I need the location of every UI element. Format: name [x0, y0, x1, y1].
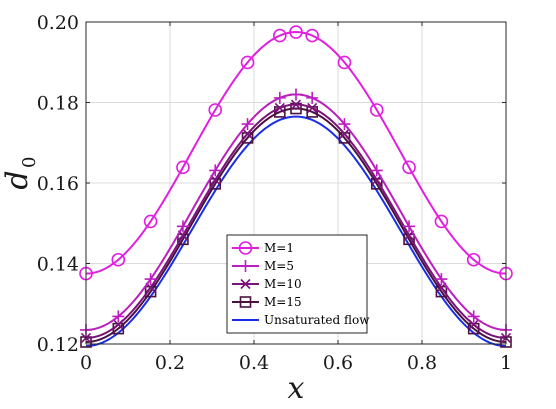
data-point-m-10 — [242, 128, 253, 139]
data-point-m-1 — [176, 160, 190, 175]
y-tick-label: 0.12 — [37, 334, 79, 356]
data-point-m-1 — [273, 28, 287, 43]
x-tick-label: 0.2 — [155, 352, 185, 374]
series-line-m-15 — [85, 107, 507, 343]
data-point-m-1 — [240, 55, 255, 70]
data-point-m-10 — [339, 128, 350, 139]
data-point-m-1 — [466, 252, 481, 267]
data-point-m-10 — [468, 319, 479, 330]
data-point-m-1 — [434, 214, 449, 229]
data-point-m-1 — [337, 55, 352, 70]
x-tick-label: 0 — [80, 352, 92, 374]
data-point-m-5 — [273, 91, 286, 104]
x-tick-label: 1 — [500, 352, 512, 374]
data-point-m-5 — [370, 164, 383, 177]
y-tick-label: 0.14 — [37, 254, 79, 276]
data-point-m-10 — [274, 102, 285, 113]
x-tick-label: 0.6 — [323, 352, 353, 374]
data-point-m-10 — [307, 102, 318, 113]
x-tick-label: 0.4 — [239, 352, 269, 374]
legend-label: M=15 — [264, 295, 302, 309]
legend-label: Unsaturated flow — [264, 313, 370, 327]
data-point-m-1 — [402, 160, 416, 175]
data-point-m-5 — [241, 118, 254, 131]
data-point-m-1 — [369, 103, 384, 117]
data-point-m-5 — [176, 220, 189, 233]
data-point-m-1 — [289, 25, 303, 39]
data-point-m-1 — [305, 28, 319, 43]
legend-item: M=10 — [232, 277, 302, 291]
series-layer — [79, 25, 513, 348]
legend-label: M=10 — [264, 277, 302, 291]
x-tick-label: 0.8 — [407, 352, 437, 374]
svg-text:0: 0 — [19, 157, 40, 168]
y-tick-label: 0.20 — [37, 12, 79, 34]
legend-label: M=5 — [264, 259, 294, 273]
y-tick-label: 0.16 — [37, 173, 79, 195]
legend-marker — [240, 278, 251, 290]
data-point-m-5 — [338, 118, 351, 131]
data-point-m-5 — [144, 273, 157, 286]
data-point-m-5 — [290, 88, 302, 101]
legend-item: M=1 — [232, 241, 294, 255]
legend: M=1 M=5 M=10 M=15 Unsaturated flow — [226, 234, 370, 334]
legend-item: M=15 — [232, 295, 302, 309]
ticks: 0 0.2 0.4 0.6 0.8 1 0.12 0.14 0.16 0.18 0.20 — [37, 12, 512, 374]
y-axis-title: d 0 — [0, 157, 40, 190]
legend-marker — [238, 241, 253, 255]
data-point-m-5 — [435, 273, 448, 286]
data-point-m-10 — [290, 99, 302, 110]
y-tick-label: 0.18 — [37, 93, 79, 115]
series-line-m-1 — [85, 31, 507, 275]
data-point-m-5 — [209, 164, 222, 177]
legend-item: M=5 — [232, 259, 294, 273]
data-point-m-1 — [143, 214, 158, 229]
data-point-m-10 — [113, 319, 124, 330]
data-point-m-5 — [112, 310, 125, 323]
legend-label: M=1 — [264, 241, 294, 255]
data-point-m-1 — [208, 103, 223, 117]
data-point-m-1 — [111, 252, 126, 267]
series-m-5 — [80, 88, 512, 336]
svg-text:d: d — [0, 170, 35, 189]
data-point-m-5 — [467, 310, 480, 323]
data-point-m-5 — [403, 220, 416, 233]
data-point-m-5 — [306, 91, 319, 104]
x-axis-title: x — [288, 371, 305, 406]
series-m-1 — [79, 25, 513, 281]
legend-marker — [239, 296, 252, 308]
legend-marker — [239, 260, 252, 272]
legend-item: Unsaturated flow — [232, 313, 370, 327]
